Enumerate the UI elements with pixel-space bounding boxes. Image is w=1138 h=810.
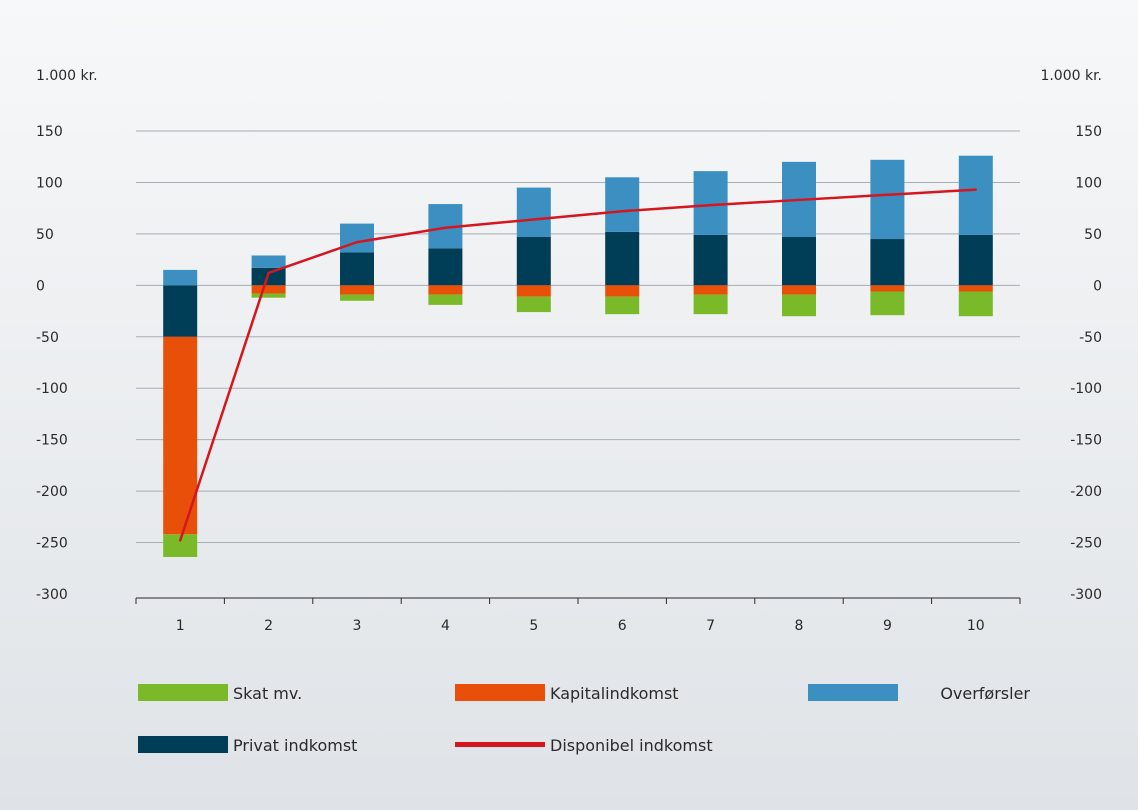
line-point [621,210,624,213]
bar-segment [782,285,816,295]
y-tick-label-left: -150 [36,433,68,449]
bar-segment [428,248,463,286]
bar-segment [516,236,551,286]
y-tick-label-right: -100 [1070,381,1102,397]
line-point [886,193,889,196]
legend-swatch [455,742,545,747]
y-tick-label-right: -150 [1070,433,1102,449]
y-axis-right-unit: 1.000 kr. [1040,68,1102,84]
bar-segment [516,296,551,313]
y-tick-label-left: 100 [36,175,63,191]
bar-segment [428,285,463,295]
bar-segment [958,234,993,286]
y-tick-label-left: 50 [36,227,54,243]
bar-segment [340,285,374,295]
bar-segment [870,239,905,286]
bar-segment [163,285,198,337]
line-point [179,539,182,542]
legend-label: Disponibel indkomst [550,736,713,755]
bar-segment [693,171,728,235]
line-disponibel-indkomst [179,188,976,541]
bar-segment [340,223,374,253]
legend-label: Kapitalindkomst [550,684,679,703]
bar-segment [605,231,640,286]
bar-segment [870,285,905,292]
y-tick-label-right: -50 [1079,330,1102,346]
legend-swatch [138,736,228,753]
x-tick-label: 8 [795,618,804,634]
bar-segment [516,187,551,237]
bar-segment [251,285,286,294]
line-point [532,218,535,221]
bar-segment [782,294,816,317]
line-point [444,226,447,229]
legend-swatch [808,684,898,701]
bar-segment [958,155,993,235]
y-tick-label-right: 0 [1093,278,1102,294]
bar-segment [958,285,993,292]
line-point [797,198,801,202]
line-series [179,188,977,542]
y-tick-label-left: -50 [36,330,59,346]
bar-segment [605,296,640,315]
bar-segment [163,534,198,557]
y-tick-label-right: 50 [1084,227,1102,243]
bar-segment [163,336,198,535]
y-tick-label-left: -200 [36,484,68,500]
legend: Skat mv. Kapitalindkomst Overførsler Privat… [138,684,1030,755]
bar-segment [605,285,640,297]
x-tick-label: 2 [264,618,273,634]
bar-segment [340,294,374,301]
line-point [267,271,270,275]
y-tick-label-right: 150 [1075,124,1102,140]
bar-segment [605,177,640,232]
bar-segment [693,285,728,295]
x-tick-label: 5 [529,618,538,634]
x-tick-label: 9 [883,618,892,634]
y-tick-label-left: -250 [36,536,68,552]
y-tick-label-left: -300 [36,587,68,603]
x-tick-label: 10 [967,618,985,634]
bar-segment [340,252,374,286]
x-tick-label: 6 [618,618,627,634]
bar-segment [870,159,905,240]
y-tick-label-right: -200 [1070,484,1102,500]
bar-segment [251,255,286,268]
x-tick-label: 7 [706,618,715,634]
x-tick-label: 1 [176,618,185,634]
y-tick-labels: 150 150 100 100 50 50 0 0 -50 -50 -100 -100 -150 -150… [36,124,1102,603]
x-tick-label: 4 [441,618,450,634]
legend-swatch [455,684,545,701]
y-axis-left-unit: 1.000 kr. [36,68,98,84]
y-tick-label-left: 0 [36,278,45,294]
y-tick-label-right: -250 [1070,536,1102,552]
bar-segment [958,291,993,317]
y-tick-label-left: 150 [36,124,63,140]
line-point [355,240,359,244]
x-axis: 1 2 3 4 5 6 7 8 9 10 [135,597,1021,634]
y-tick-label-right: -300 [1070,587,1102,603]
legend-label: Skat mv. [233,684,302,703]
bar-segment [870,291,905,316]
y-tick-label-left: -100 [36,381,68,397]
line-point [974,188,977,191]
bar-segment [516,285,551,297]
bar-segment [251,293,286,298]
legend-label: Overførsler [940,684,1030,703]
bar-segment [428,294,463,305]
bar-segment [693,294,728,315]
line-point [709,203,712,207]
legend-swatch [138,684,228,701]
x-tick-label: 3 [353,618,362,634]
bar-segment [163,269,198,286]
y-tick-label-right: 100 [1075,175,1102,191]
bar-segment [693,234,728,286]
legend-label: Privat indkomst [233,736,357,755]
bar-segment [782,236,816,286]
